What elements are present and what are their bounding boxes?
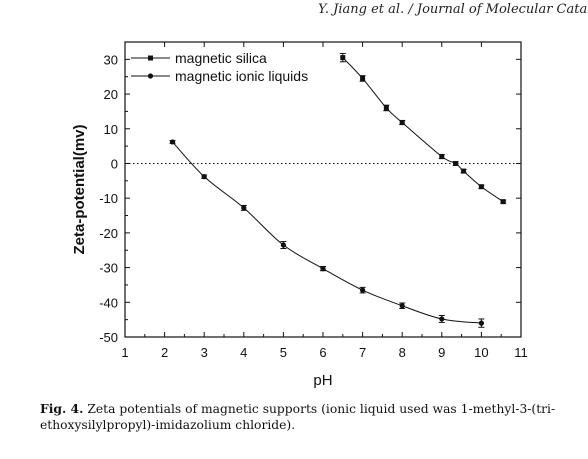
y-tick-label: -40 — [99, 295, 118, 310]
journal-header: Y. Jiang et al. / Journal of Molecular C… — [318, 2, 588, 17]
x-tick-label: 2 — [161, 345, 168, 360]
x-tick-label: 4 — [240, 345, 247, 360]
x-tick-label: 9 — [438, 345, 445, 360]
x-tick-label: 7 — [359, 345, 366, 360]
y-tick-label: -10 — [99, 191, 118, 206]
x-tick-label: 1 — [121, 345, 128, 360]
series-1 — [339, 52, 507, 205]
data-point-circle — [478, 320, 484, 326]
data-point-square — [383, 105, 389, 111]
data-point-circle — [399, 303, 405, 309]
zeta-potential-chart: 1 2 3 4 5 6 7 8 9 10 11 30 20 10 0 -10 -20 -30 -40 -50 mag… — [71, 41, 528, 389]
data-point-square — [439, 154, 445, 160]
legend-label-1: magnetic silica — [175, 50, 267, 66]
y-tick-label: 0 — [111, 156, 118, 171]
data-point-square — [360, 75, 366, 81]
series-curve — [342, 57, 504, 203]
x-tick-label: 8 — [399, 345, 406, 360]
x-tick-label: 6 — [319, 345, 326, 360]
x-axis-label: pH — [313, 372, 332, 389]
figure-caption: Fig. 4. Zeta potentials of magnetic supp… — [40, 401, 585, 433]
series-2 — [169, 139, 485, 328]
data-point-circle — [169, 139, 176, 145]
data-point-circle — [360, 287, 366, 293]
y-axis-ticks: 30 20 10 0 -10 -20 -30 -40 -50 — [99, 41, 521, 345]
series-layer — [169, 52, 507, 328]
caption-text: Zeta potentials of magnetic supports (io… — [40, 402, 556, 432]
caption-label: Fig. 4. — [40, 401, 84, 416]
y-tick-label: -20 — [99, 226, 118, 241]
x-tick-label: 11 — [514, 345, 528, 360]
y-tick-label: -50 — [99, 330, 118, 345]
legend-entry-1: magnetic silica — [131, 50, 267, 66]
data-point-circle — [320, 266, 326, 272]
data-point-square — [461, 168, 467, 174]
x-axis-ticks: 1 2 3 4 5 6 7 8 9 10 11 — [121, 42, 528, 360]
legend: magnetic silica magnetic ionic liquids — [131, 50, 308, 84]
x-tick-label: 10 — [474, 345, 488, 360]
y-tick-label: 20 — [104, 87, 118, 102]
data-point-circle — [280, 242, 286, 248]
data-point-circle — [201, 174, 207, 180]
plot-frame — [124, 41, 522, 338]
y-axis-label: Zeta-potential(mv) — [71, 124, 88, 254]
legend-entry-2: magnetic ionic liquids — [131, 68, 308, 84]
legend-marker-circle — [147, 73, 154, 79]
data-point-square — [478, 184, 484, 190]
y-tick-label: 30 — [104, 52, 118, 67]
data-point-square — [340, 55, 346, 61]
series-curve — [172, 141, 482, 324]
y-tick-label: 10 — [104, 122, 118, 137]
data-point-square — [399, 120, 405, 126]
plot-border — [124, 41, 522, 338]
legend-label-2: magnetic ionic liquids — [175, 68, 308, 84]
x-tick-label: 5 — [280, 345, 287, 360]
data-point-circle — [439, 316, 445, 322]
y-tick-label: -30 — [99, 261, 118, 276]
legend-marker-square — [148, 55, 153, 61]
data-point-square — [500, 199, 506, 205]
x-tick-label: 3 — [201, 345, 208, 360]
data-point-circle — [241, 205, 247, 211]
data-point-square — [453, 160, 459, 166]
